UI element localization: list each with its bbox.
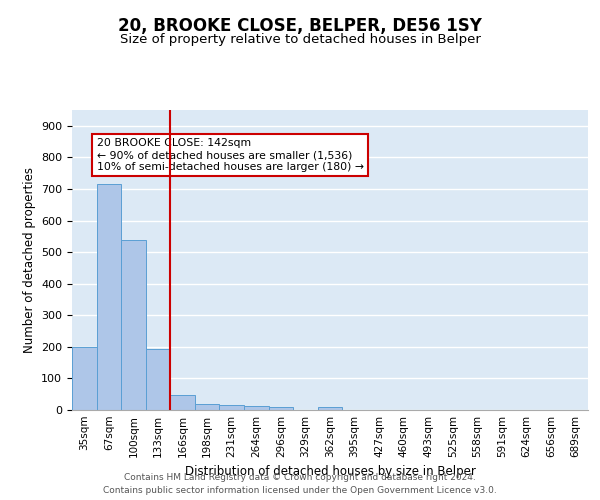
Bar xyxy=(72,347,97,410)
Bar xyxy=(220,406,244,410)
Text: 20, BROOKE CLOSE, BELPER, DE56 1SY: 20, BROOKE CLOSE, BELPER, DE56 1SY xyxy=(118,18,482,36)
Text: Size of property relative to detached houses in Belper: Size of property relative to detached ho… xyxy=(119,32,481,46)
Bar xyxy=(146,349,170,410)
Bar xyxy=(195,404,220,410)
Bar xyxy=(121,240,146,410)
Bar xyxy=(269,407,293,410)
Bar xyxy=(97,184,121,410)
Text: 20 BROOKE CLOSE: 142sqm
← 90% of detached houses are smaller (1,536)
10% of semi: 20 BROOKE CLOSE: 142sqm ← 90% of detache… xyxy=(97,138,364,172)
Y-axis label: Number of detached properties: Number of detached properties xyxy=(23,167,35,353)
Text: Contains HM Land Registry data © Crown copyright and database right 2024.
Contai: Contains HM Land Registry data © Crown c… xyxy=(103,474,497,495)
Bar xyxy=(244,406,269,410)
X-axis label: Distribution of detached houses by size in Belper: Distribution of detached houses by size … xyxy=(185,466,475,478)
Bar xyxy=(170,395,195,410)
Bar xyxy=(318,407,342,410)
